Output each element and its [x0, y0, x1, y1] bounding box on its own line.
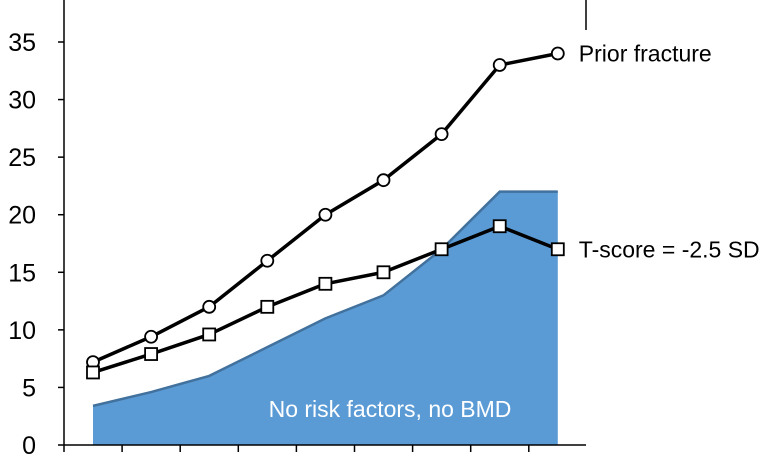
square-marker	[318, 276, 333, 291]
circle-marker	[434, 127, 449, 142]
square-marker	[202, 327, 217, 342]
lines-layer	[86, 46, 565, 380]
y-tick-label: 30	[8, 87, 36, 115]
series-label: Prior fracture	[579, 41, 712, 67]
y-tick-label: 25	[8, 144, 36, 172]
y-tick-label: 15	[8, 259, 36, 287]
square-marker	[434, 242, 449, 257]
square-marker	[550, 242, 565, 257]
y-tick-label: 10	[8, 317, 36, 345]
circle-marker	[260, 253, 275, 268]
circle-marker	[144, 329, 159, 344]
y-tick-label: 5	[22, 374, 36, 402]
square-marker	[492, 219, 507, 234]
square-marker	[86, 365, 100, 380]
square-marker	[144, 347, 159, 361]
circle-marker	[492, 58, 507, 72]
circle-marker	[550, 46, 565, 61]
circle-marker	[376, 173, 391, 188]
area-top-edge	[92, 190, 558, 408]
axes-layer: 0 5 10 15 20 25 30 35	[8, 0, 587, 460]
area-series-label: No risk factors, no BMD	[269, 396, 512, 422]
y-tick-label: 20	[8, 202, 36, 230]
circle-marker	[318, 207, 333, 222]
series-label: T-score = -2.5 SD	[579, 236, 760, 262]
square-marker	[260, 299, 275, 314]
y-tick-label: 0	[22, 432, 36, 460]
y-tick-label: 35	[8, 29, 36, 57]
circle-marker	[202, 299, 217, 314]
square-marker	[376, 265, 391, 280]
labels-layer: Prior fracture T-score = -2.5 SD No risk f…	[269, 41, 760, 422]
